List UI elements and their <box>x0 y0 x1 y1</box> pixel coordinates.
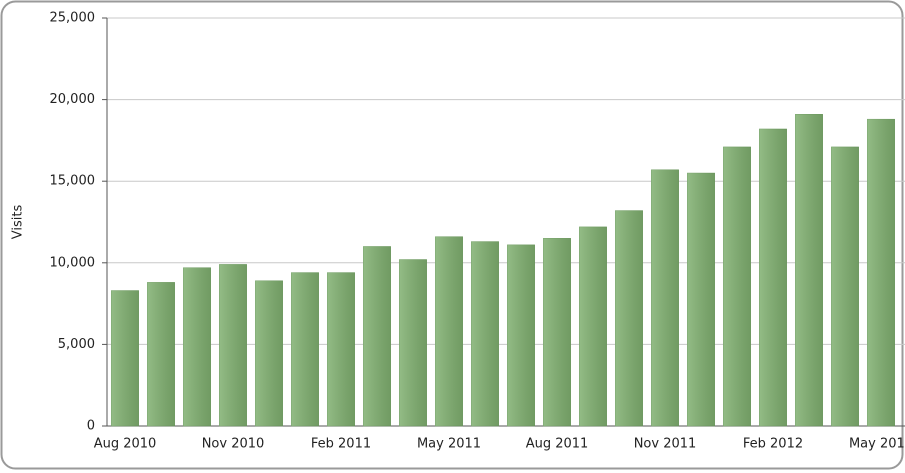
bar <box>507 244 535 427</box>
x-tick-label: May 2012 <box>849 437 905 452</box>
bar <box>723 146 751 427</box>
bar <box>687 172 715 427</box>
y-tick-label: 5,000 <box>58 337 95 352</box>
bar <box>615 210 643 427</box>
bar <box>363 246 391 427</box>
bar <box>831 146 859 427</box>
x-tick-label: Nov 2011 <box>634 437 697 452</box>
bar <box>327 272 355 427</box>
y-tick-label: 0 <box>87 419 95 434</box>
bar <box>435 236 463 427</box>
y-tick-label: 10,000 <box>50 255 96 270</box>
x-tick-label: Feb 2011 <box>311 437 371 452</box>
bar <box>795 114 823 427</box>
x-tick-label: Nov 2010 <box>202 437 265 452</box>
bar <box>111 290 139 427</box>
bar <box>543 238 571 427</box>
y-tick-label: 20,000 <box>50 92 96 107</box>
bar <box>255 280 283 427</box>
bar <box>399 259 427 427</box>
bar <box>471 241 499 427</box>
bar <box>759 128 787 427</box>
y-axis-label: Visits <box>11 205 26 240</box>
y-tick-label: 15,000 <box>50 174 96 189</box>
x-tick-label: May 2011 <box>417 437 481 452</box>
x-tick-label: Aug 2010 <box>94 437 157 452</box>
bar <box>867 118 895 427</box>
bar <box>291 272 319 427</box>
bar <box>147 282 175 427</box>
bar <box>579 226 607 427</box>
x-tick-label: Feb 2012 <box>743 437 803 452</box>
y-tick-label: 25,000 <box>50 11 96 26</box>
bar <box>183 267 211 427</box>
bar <box>651 169 679 427</box>
bar <box>219 264 247 427</box>
x-tick-label: Aug 2011 <box>526 437 589 452</box>
